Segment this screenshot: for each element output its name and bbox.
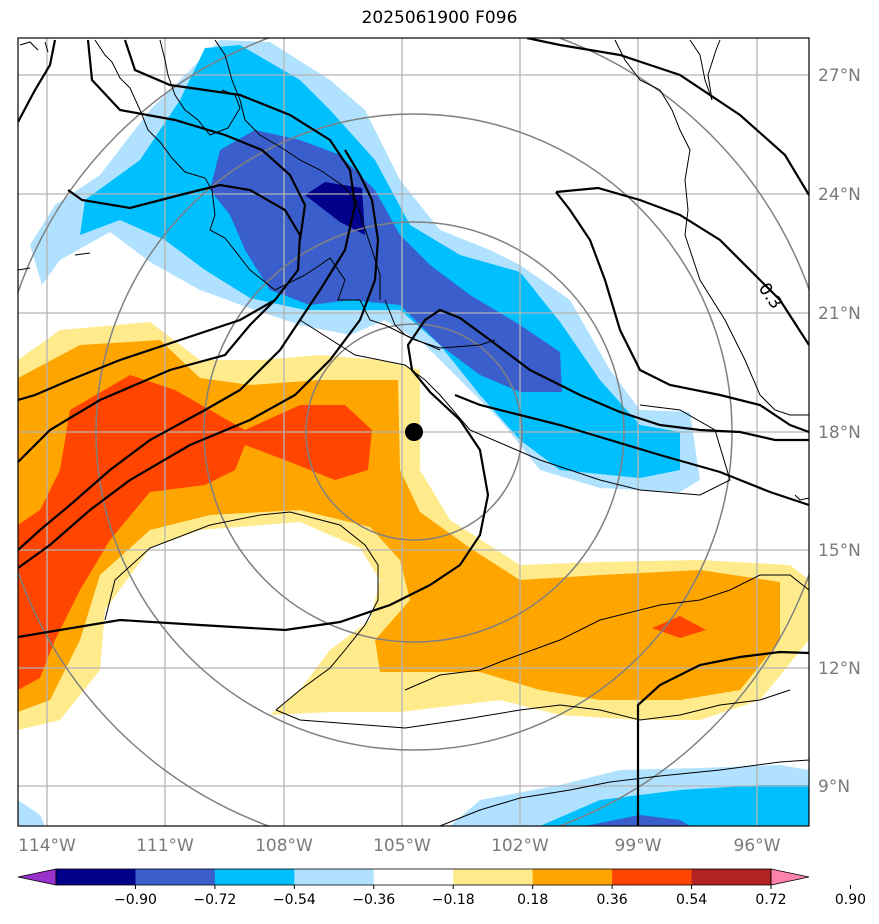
colorbar-extend-high <box>770 868 810 886</box>
lat-label: 12°N <box>818 659 861 679</box>
map-panel: 0.3 <box>18 38 809 826</box>
map-frame <box>17 37 810 827</box>
lon-label: 108°W <box>255 836 313 856</box>
lat-label: 18°N <box>818 423 861 443</box>
colorbar-tick-label: 0.18 <box>517 892 548 908</box>
lat-label: 21°N <box>818 304 861 324</box>
colorbar-swatch <box>612 869 693 885</box>
lat-label: 9°N <box>818 777 850 797</box>
colorbar-tick-label: −0.90 <box>114 892 157 908</box>
colorbar-swatch <box>691 869 772 885</box>
colorbar-swatch <box>56 869 136 885</box>
colorbar-outline <box>55 868 772 886</box>
storm-center-marker <box>405 423 423 441</box>
colorbar-swatch <box>373 869 454 885</box>
colorbar-swatch <box>135 869 216 885</box>
colorbar-swatch <box>453 869 534 885</box>
lon-label: 114°W <box>18 836 76 856</box>
contour-label: 0.3 <box>754 279 786 313</box>
contour-lines <box>18 38 809 826</box>
field-neg0.54-neg0.36 <box>540 785 809 826</box>
colorbar-tick-label: −0.54 <box>273 892 316 908</box>
lat-label: 15°N <box>818 541 861 561</box>
latitude-labels: 27°N 24°N 21°N 18°N 15°N 12°N 9°N <box>818 66 861 797</box>
colorbar-tick-label: 0.72 <box>755 892 786 908</box>
lat-label: 27°N <box>818 66 861 86</box>
field-neg0.90-neg0.72 <box>305 182 365 235</box>
lat-label: 24°N <box>818 185 861 205</box>
lon-label: 102°W <box>491 836 549 856</box>
lon-label: 105°W <box>373 836 431 856</box>
field-neg0.36-neg0.18 <box>18 800 45 826</box>
colorbar-tick-label: −0.72 <box>193 892 236 908</box>
colorbar-tick-label: −0.18 <box>432 892 475 908</box>
coastlines <box>18 39 809 826</box>
colorbar-tick-label: 0.36 <box>597 892 628 908</box>
colorbar-tick-label: 0.54 <box>676 892 707 908</box>
colorbar-swatch <box>214 869 295 885</box>
longitude-labels: 114°W 111°W 108°W 105°W 102°W 99°W 96°W <box>18 836 781 856</box>
map-title: 2025061900 F096 <box>361 8 518 28</box>
lon-label: 99°W <box>615 836 662 856</box>
colorbar: −0.90 −0.72 −0.54 −0.36 −0.18 0.18 0.36 0.54 0.7… <box>17 868 866 908</box>
colorbar-extend-low <box>17 868 57 886</box>
lon-label: 96°W <box>734 836 781 856</box>
field-neg0.72-neg0.54 <box>210 130 562 392</box>
colorbar-swatch <box>532 869 613 885</box>
colorbar-tick-label: 0.90 <box>835 892 866 908</box>
lon-label: 111°W <box>136 836 194 856</box>
colorbar-swatch <box>294 869 375 885</box>
colorbar-tick-label: −0.36 <box>352 892 395 908</box>
field-0.54-0.72 <box>652 616 706 638</box>
